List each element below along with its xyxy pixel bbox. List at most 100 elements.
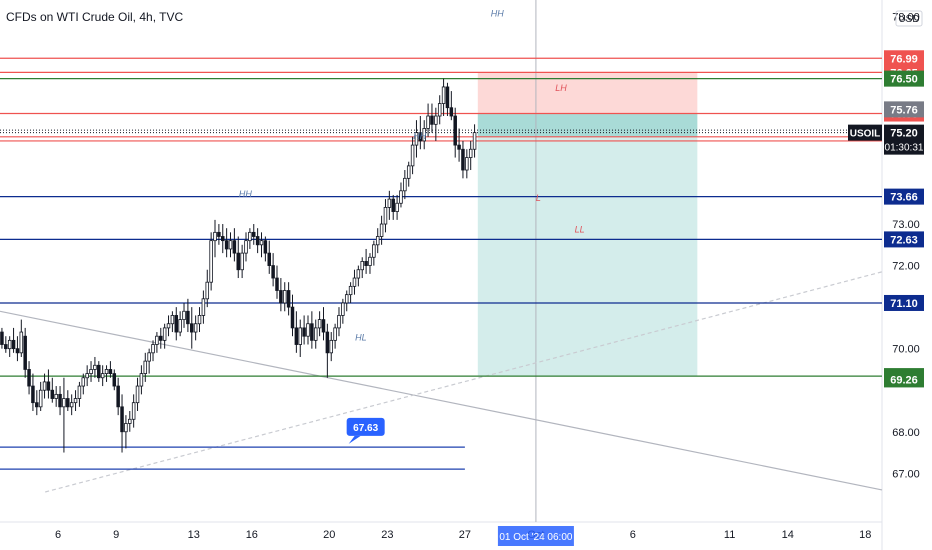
candle — [383, 199, 388, 233]
candle — [81, 373, 86, 395]
candle — [368, 253, 372, 274]
candle-body — [228, 240, 233, 250]
candle — [31, 373, 35, 411]
candle-body — [375, 236, 380, 246]
candle-body — [77, 385, 82, 399]
candle — [224, 228, 229, 258]
candle — [313, 319, 318, 349]
candle-body — [364, 261, 368, 266]
candle — [19, 319, 24, 357]
candle-body — [213, 231, 217, 242]
candle-body — [248, 231, 252, 242]
candle-body — [73, 398, 78, 404]
candle-body — [46, 381, 51, 391]
candle-body — [232, 240, 237, 254]
candle-body — [445, 86, 450, 109]
candle — [325, 323, 330, 378]
candle — [228, 232, 233, 258]
candle-body — [437, 103, 442, 117]
callout-label: 67.63 — [353, 423, 378, 434]
x-tick-label: 13 — [188, 529, 200, 541]
candle-body — [255, 236, 260, 246]
candle-body — [352, 277, 357, 287]
candle-body — [38, 389, 43, 408]
candle-body — [97, 364, 101, 379]
candle-body — [403, 177, 407, 192]
price-tag-8-bg — [884, 294, 924, 311]
candle — [151, 340, 155, 362]
candle — [434, 107, 438, 141]
x-tick-label: 27 — [459, 529, 471, 541]
candle — [97, 361, 101, 382]
candle — [267, 240, 272, 274]
candle — [286, 282, 291, 316]
candle — [275, 265, 279, 299]
candle — [11, 327, 16, 353]
candle — [4, 336, 8, 353]
candle-body — [399, 190, 403, 204]
candle — [213, 219, 217, 258]
cursor-time-label: 01 Oct '24 06:00 — [499, 532, 573, 543]
candle — [348, 282, 353, 303]
candle — [170, 311, 175, 333]
candle — [100, 365, 105, 387]
candle-body — [69, 402, 74, 408]
candle — [387, 190, 392, 220]
candle — [302, 315, 306, 345]
currency-box — [895, 10, 923, 27]
candle-body — [391, 198, 395, 212]
candle-body — [209, 240, 213, 283]
candle — [333, 323, 337, 349]
candle — [372, 240, 376, 266]
candle — [449, 91, 454, 121]
candle-body — [251, 231, 256, 237]
candle-body — [329, 339, 333, 354]
annotation-label-2: HH — [239, 189, 252, 199]
candle-body — [66, 398, 70, 408]
candle — [217, 224, 221, 245]
trendline-0 — [0, 310, 883, 491]
candle — [360, 257, 364, 279]
candle-body — [240, 252, 244, 271]
y-tick-label: 68.00 — [892, 427, 920, 439]
candle-body — [139, 373, 144, 387]
candle-body — [468, 148, 473, 158]
candle-body — [42, 381, 47, 391]
candle-body — [341, 302, 345, 316]
candle-body — [441, 86, 446, 104]
candle — [128, 410, 132, 432]
candle-body — [418, 132, 423, 142]
candle-body — [259, 240, 264, 246]
candle-body — [193, 323, 198, 333]
candle-body — [461, 148, 465, 171]
candle — [282, 282, 287, 312]
candle-body — [224, 240, 229, 250]
candle — [379, 215, 384, 245]
candle — [352, 269, 357, 295]
trendline-1 — [45, 271, 883, 493]
candle-body — [414, 132, 419, 146]
symbol-tag-bg — [848, 124, 882, 141]
extra-price-tag-0-bg — [884, 101, 924, 118]
candle-body — [54, 393, 58, 399]
candle-body — [162, 327, 167, 341]
price-tag-0: 76.99 — [890, 53, 918, 65]
candle-body — [15, 348, 20, 354]
position-profit-zone — [477, 113, 698, 137]
candle-body — [310, 323, 314, 341]
candle-body — [406, 165, 411, 179]
candle — [271, 253, 275, 287]
candle — [139, 365, 144, 395]
candle-body — [58, 393, 62, 408]
candle-body — [19, 331, 24, 354]
candle-body — [379, 223, 384, 237]
candle — [108, 361, 113, 378]
candle — [248, 228, 252, 249]
candle — [430, 103, 434, 133]
candle-body — [151, 344, 155, 354]
candle — [166, 315, 171, 337]
candle — [391, 194, 395, 220]
candle-body — [124, 423, 128, 433]
